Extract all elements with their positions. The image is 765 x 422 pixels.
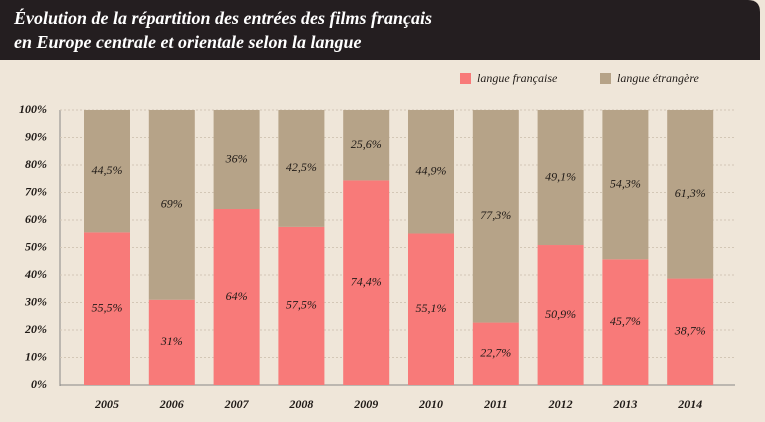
bar-segment — [602, 110, 649, 260]
legend-label: langue étrangère — [617, 71, 700, 85]
y-tick-label: 80% — [25, 157, 47, 171]
legend-label: langue française — [477, 71, 558, 85]
chart-title: Évolution de la répartition des entrées … — [13, 7, 432, 28]
data-label: 55,1% — [416, 301, 447, 315]
data-label: 44,5% — [92, 163, 123, 177]
data-label: 54,3% — [610, 176, 641, 190]
y-tick-label: 60% — [25, 212, 47, 226]
bar-segment — [84, 232, 130, 385]
y-tick-label: 40% — [24, 267, 47, 281]
bar-segment — [537, 245, 584, 385]
y-tick-label: 10% — [25, 349, 47, 363]
data-label: 49,1% — [545, 169, 576, 183]
bar-segment — [278, 226, 325, 385]
bar-segment — [472, 110, 519, 323]
bar-segment — [602, 259, 649, 385]
data-label: 50,9% — [545, 307, 576, 321]
x-tick-label: 2010 — [418, 397, 443, 411]
data-label: 44,9% — [416, 163, 447, 177]
bar-segment — [472, 322, 519, 385]
bar-segment — [667, 278, 714, 385]
bar-segment — [537, 110, 584, 246]
data-label: 42,5% — [286, 160, 317, 174]
data-label: 61,3% — [675, 186, 706, 200]
x-tick-label: 2012 — [548, 397, 573, 411]
bar-segment — [278, 110, 325, 227]
x-tick-label: 2013 — [612, 397, 637, 411]
bar-segment — [213, 209, 260, 385]
header-band — [0, 0, 760, 60]
data-label: 57,5% — [286, 298, 317, 312]
data-label: 69% — [161, 197, 183, 211]
data-label: 45,7% — [610, 314, 641, 328]
bar-segment — [343, 180, 390, 385]
x-tick-label: 2008 — [288, 397, 313, 411]
y-tick-label: 20% — [24, 322, 47, 336]
x-tick-label: 2011 — [483, 397, 507, 411]
data-label: 38,7% — [674, 324, 706, 338]
y-tick-label: 70% — [25, 184, 47, 198]
legend-swatch — [600, 73, 611, 84]
chart-title: en Europe centrale et orientale selon la… — [14, 32, 362, 52]
y-tick-label: 90% — [25, 129, 47, 143]
legend-swatch — [460, 73, 471, 84]
bar-segment — [408, 233, 454, 385]
y-tick-label: 0% — [31, 377, 47, 391]
bar-segment — [667, 110, 714, 279]
data-label: 55,5% — [92, 300, 123, 314]
x-tick-label: 2006 — [159, 397, 184, 411]
bar-segment — [213, 110, 260, 209]
x-tick-label: 2005 — [94, 397, 119, 411]
bar-segment — [84, 110, 130, 233]
x-tick-label: 2007 — [224, 397, 250, 411]
y-tick-label: 100% — [19, 102, 47, 116]
bar-segment — [148, 299, 195, 385]
data-label: 36% — [225, 151, 248, 165]
x-tick-label: 2014 — [677, 397, 702, 411]
data-label: 74,4% — [351, 274, 382, 288]
bar-segment — [343, 110, 390, 181]
bar-segment — [408, 110, 454, 234]
bar-segment — [148, 110, 195, 300]
y-tick-label: 30% — [24, 294, 47, 308]
y-tick-label: 50% — [25, 239, 47, 253]
x-tick-label: 2009 — [353, 397, 378, 411]
data-label: 22,7% — [480, 346, 511, 360]
data-label: 25,6% — [351, 137, 382, 151]
data-label: 64% — [226, 289, 248, 303]
data-label: 77,3% — [480, 208, 511, 222]
data-label: 31% — [160, 334, 183, 348]
